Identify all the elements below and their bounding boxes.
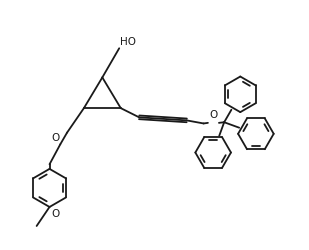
Text: O: O: [51, 210, 59, 220]
Text: O: O: [209, 110, 218, 120]
Text: HO: HO: [120, 37, 136, 47]
Text: O: O: [51, 134, 59, 143]
